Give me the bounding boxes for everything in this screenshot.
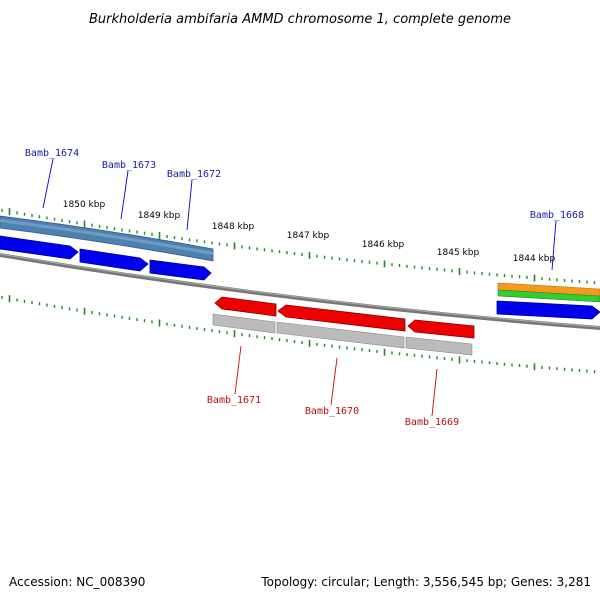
reverse-genes [214,296,475,339]
gray-feature-3[interactable] [405,336,473,356]
label-bamb-1668[interactable]: Bamb_1668 [530,210,584,221]
lower-tick-track [1,295,596,374]
leader-bamb-1674 [42,158,54,209]
green-feature-band[interactable] [497,289,600,303]
accession-text: Accession: NC_008390 [9,575,145,589]
gene-bamb-1668[interactable] [496,300,600,320]
gene-bamb-1672[interactable] [149,259,212,281]
label-bamb-1671[interactable]: Bamb_1671 [207,395,261,406]
leader-bamb-1668 [551,220,557,271]
gray-feature-1[interactable] [212,313,276,334]
label-bamb-1670[interactable]: Bamb_1670 [305,406,359,417]
gene-bamb-1671[interactable] [214,296,277,317]
scale-label-1844: 1844 kbp [513,254,556,264]
scale-label-1850: 1850 kbp [63,200,106,210]
scale-label-1845: 1845 kbp [437,248,480,258]
leader-bamb-1673 [120,170,129,220]
gray-features [212,313,473,356]
gene-bamb-1674[interactable] [0,235,79,260]
gene-bamb-1669[interactable] [407,319,475,339]
leader-bamb-1669 [431,368,438,417]
scale-label-1847: 1847 kbp [287,231,330,241]
genome-backbone [0,253,600,330]
steel-feature-highlight [0,219,213,255]
leader-bamb-1672 [186,179,193,231]
label-bamb-1674[interactable]: Bamb_1674 [25,148,79,159]
upper-tick-track [1,208,596,285]
gene-labels: Bamb_1674 Bamb_1673 Bamb_1672 Bamb_1668 … [25,148,584,428]
gray-feature-2[interactable] [276,321,405,349]
gene-bamb-1673[interactable] [79,248,149,272]
label-bamb-1672[interactable]: Bamb_1672 [167,169,221,180]
genome-summary-text: Topology: circular; Length: 3,556,545 bp… [260,575,591,589]
scale-labels: 1850 kbp 1849 kbp 1848 kbp 1847 kbp 1846… [63,200,556,264]
map-title: Burkholderia ambifaria AMMD chromosome 1… [89,12,511,27]
scale-label-1848: 1848 kbp [212,222,255,232]
forward-genes [0,235,600,320]
leader-bamb-1671 [234,345,242,395]
scale-label-1846: 1846 kbp [362,240,405,250]
leader-bamb-1670 [330,357,338,406]
genome-backbone-highlight [0,253,600,328]
label-bamb-1673[interactable]: Bamb_1673 [102,160,156,171]
scale-label-1849: 1849 kbp [138,211,181,221]
gene-bamb-1670[interactable] [277,304,406,332]
label-bamb-1669[interactable]: Bamb_1669 [405,417,459,428]
label-leaders [42,158,557,417]
